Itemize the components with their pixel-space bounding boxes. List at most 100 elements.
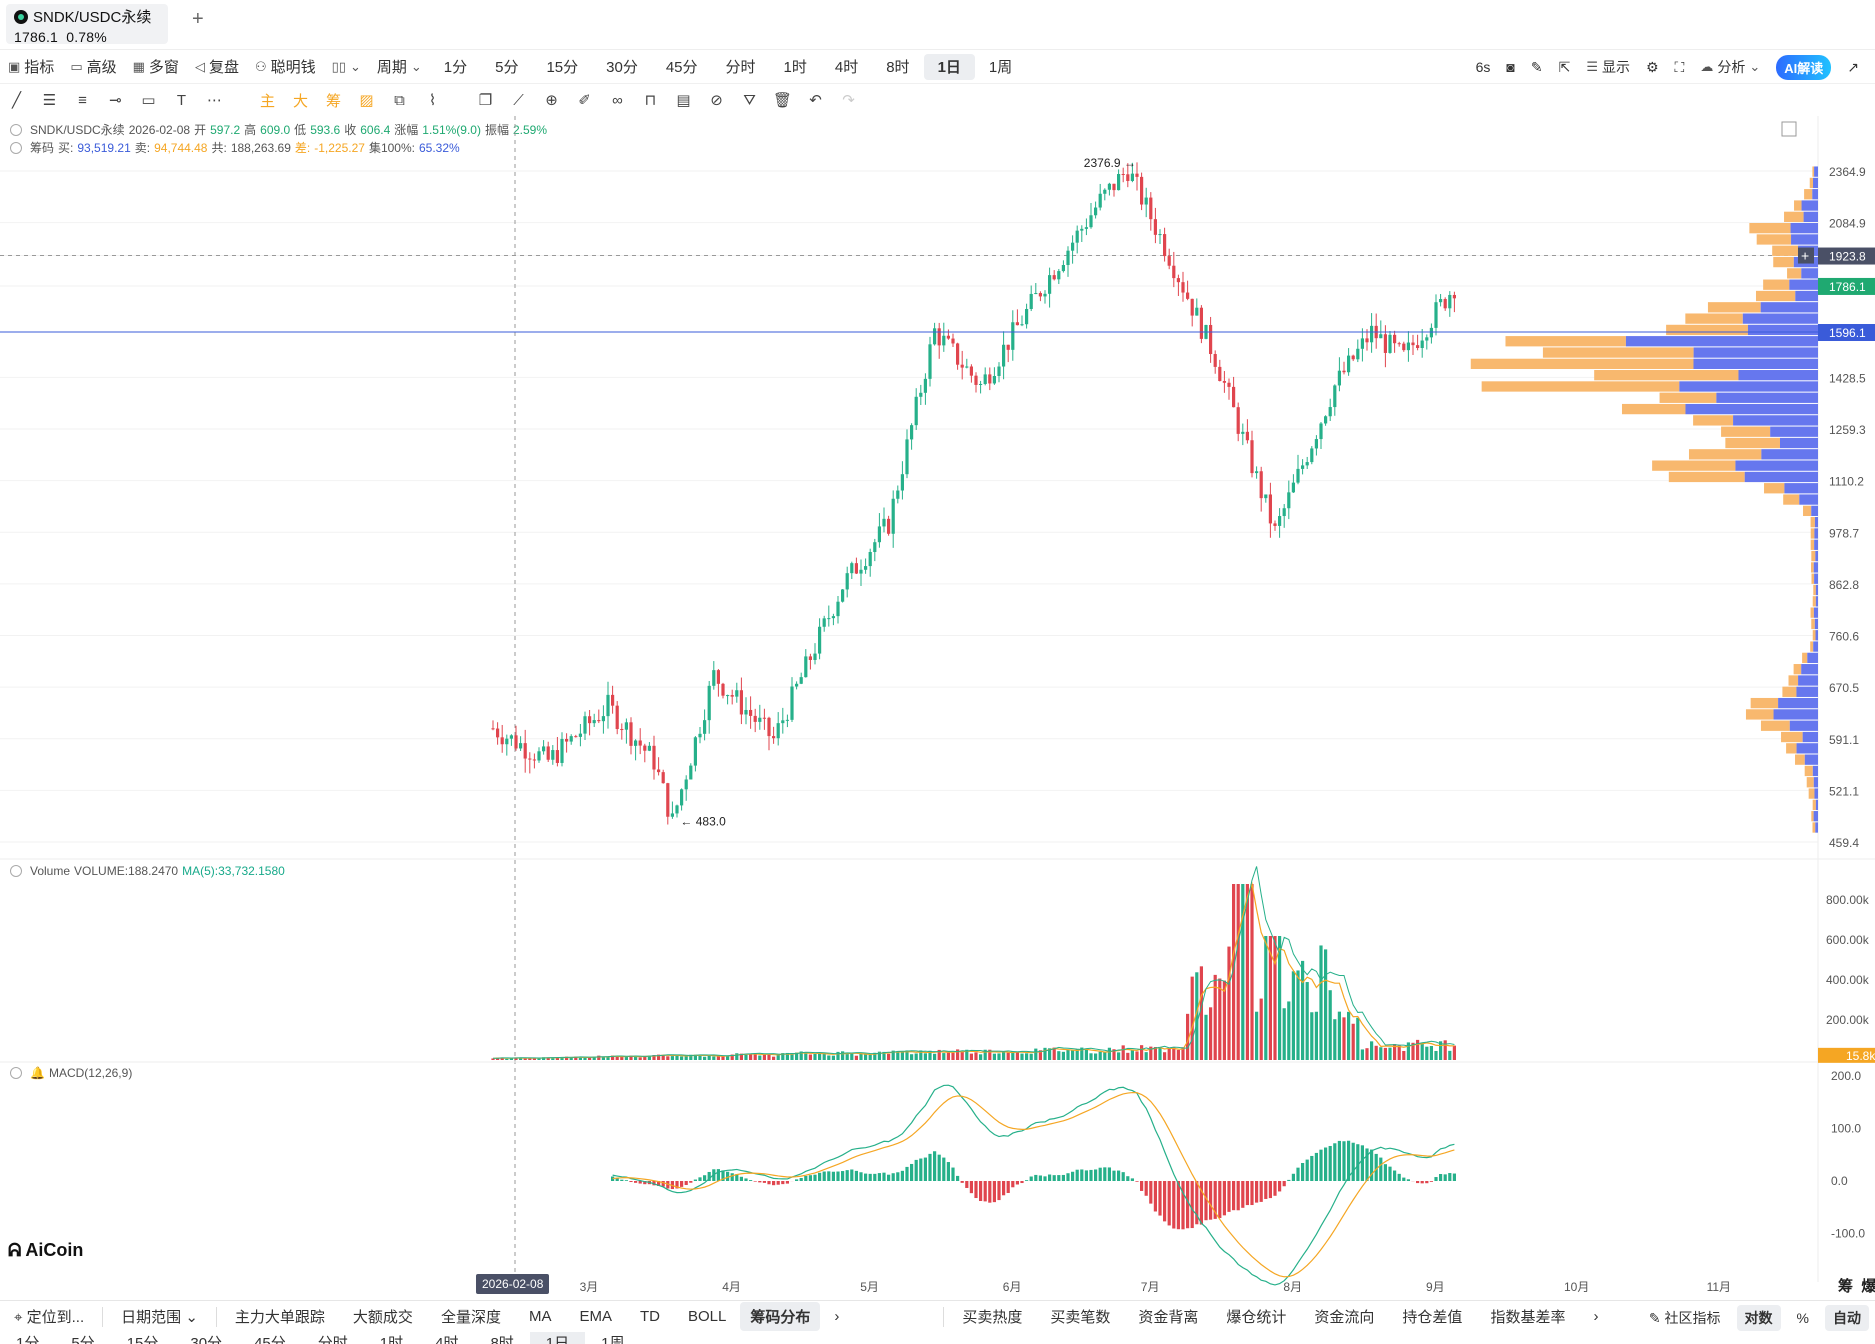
hide-icon[interactable]: ⊘ [710,92,723,109]
ruler-icon[interactable]: ⟋ [513,91,524,109]
ai-interpret-button[interactable]: AI解读 [1776,54,1832,80]
period-5m[interactable]: 5分 [495,59,519,76]
edit-icon[interactable]: ▤ [676,92,691,109]
replay-button[interactable]: ◁ 复盘 [194,58,239,77]
main-force-tool[interactable]: 主 [259,92,275,110]
bottom-period-item[interactable]: 8时 [490,1335,514,1344]
display-button[interactable]: ☰ 显示 [1586,59,1630,75]
trash-icon[interactable]: 🗑 [772,92,793,109]
collapse-icon[interactable] [10,865,22,877]
bottom-period-item[interactable]: 45分 [254,1335,286,1344]
period-dropdown[interactable]: 周期 ⌄ [376,58,422,77]
smart-money-button[interactable]: ⚇ 聪明钱 [254,58,316,77]
indicator-td[interactable]: TD [639,1308,660,1325]
period-1d[interactable]: 1日 [923,53,975,80]
period-1h[interactable]: 1时 [783,59,807,76]
indicator-ema[interactable]: EMA [579,1308,612,1325]
chevron-right-icon[interactable]: › [1593,1308,1599,1325]
bottom-period-item[interactable]: 1周 [601,1335,625,1344]
auto-scale-toggle[interactable]: 自动 [1825,1305,1869,1331]
redo-icon[interactable]: ↷ [842,92,855,109]
lock-icon[interactable]: ⊓ [644,92,657,109]
period-15m[interactable]: 15分 [546,59,579,76]
indicator-big-trades[interactable]: 大额成交 [352,1309,413,1326]
period-8h[interactable]: 8时 [886,59,910,76]
more-tool-icon[interactable]: ⋯ [207,92,222,109]
log-scale-toggle[interactable]: 对数 [1736,1305,1781,1331]
rect-tool-icon[interactable]: ▭ [141,92,156,109]
refresh-interval[interactable]: 6s [1475,59,1491,75]
bottom-period-item[interactable]: 1时 [379,1335,404,1344]
indicator-buy-sell-count[interactable]: 买卖笔数 [1050,1309,1111,1326]
trend-icon[interactable]: ↗ [1847,58,1859,75]
bottom-period-item[interactable]: 1日 [529,1332,586,1344]
indicator-boll[interactable]: BOLL [687,1308,727,1325]
chevron-right-icon[interactable]: › [834,1308,840,1325]
chips-chart-icon[interactable]: ▨ [359,92,374,109]
bottom-period-item[interactable]: 分时 [317,1335,348,1344]
collapse-icon[interactable] [10,1067,22,1079]
magnet-icon[interactable]: ∞ [612,91,623,109]
candle-body [500,737,504,745]
settings-icon[interactable]: ⚙ [1645,58,1659,75]
indicator-divergence[interactable]: 资金背离 [1138,1309,1199,1326]
big-order-tool[interactable]: 大 [292,92,308,110]
chart-type-dropdown[interactable]: ▯▯ ⌄ [324,54,369,80]
volume-bar [1098,1051,1102,1060]
channel-tool-icon[interactable]: ≡ [78,91,87,109]
fullscreen-icon[interactable]: ⛶ [1674,58,1685,75]
bell-icon[interactable]: 🔔 [30,1066,45,1080]
chips-tool[interactable]: 筹 [325,92,341,110]
paint-icon[interactable]: ✐ [578,92,591,109]
collapse-icon[interactable] [10,141,22,154]
undo-icon[interactable]: ↶ [809,92,822,109]
pencil-icon[interactable]: ✎ [1530,58,1543,75]
bottom-period-item[interactable]: 5分 [71,1335,95,1344]
bottom-period-item[interactable]: 4时 [435,1335,459,1344]
percent-toggle[interactable]: % [1796,1310,1809,1326]
hray-tool-icon[interactable]: ⊸ [109,92,122,109]
duplicate-icon[interactable]: ❐ [478,92,493,109]
zoom-icon[interactable]: ⊕ [545,92,558,109]
indicator-fund-flow[interactable]: 资金流向 [1314,1309,1375,1326]
indicator-chips[interactable]: 筹码分布 [740,1302,821,1331]
period-timeline[interactable]: 分时 [725,59,756,76]
chips-toggle[interactable]: 筹 [1838,1278,1854,1295]
text-tool-icon[interactable]: T [176,91,187,109]
bottom-period-item[interactable]: 15分 [126,1335,159,1344]
indicator-full-depth[interactable]: 全量深度 [440,1309,501,1326]
date-range-dropdown[interactable]: 日期范围 ⌄ [121,1309,198,1326]
collapse-icon[interactable] [10,123,22,136]
chip-sell-bar [1811,618,1815,630]
locate-button[interactable]: ⌖ 定位到... [14,1309,85,1326]
copy-tool-icon[interactable]: ⧉ [394,91,405,109]
indicator-basis[interactable]: 指数基差率 [1490,1309,1566,1326]
chart-canvas[interactable]: 2376.9 → ← 483.0 2364.9 2084.9 1923.8 1786.1… [0,116,1875,1298]
indicator-buy-sell-heat[interactable]: 买卖热度 [962,1309,1023,1326]
bottom-period-item[interactable]: 30分 [190,1335,223,1344]
period-4h[interactable]: 4时 [834,59,859,76]
line-tool-icon[interactable]: ╱ [11,92,22,109]
brush-tool-icon[interactable]: ⌇ [428,92,437,109]
analysis-dropdown[interactable]: ☁ 分析 ⌄ [1700,59,1761,75]
period-1w[interactable]: 1周 [988,59,1013,76]
bottom-period-item[interactable]: 1分 [16,1335,40,1344]
export-icon[interactable]: ⇱ [1558,58,1571,75]
indicators-button[interactable]: ▣ 指标 [8,58,55,77]
indicator-liquidation[interactable]: 爆仓统计 [1226,1309,1287,1326]
period-30m[interactable]: 30分 [606,59,638,76]
indicator-oi-diff[interactable]: 持仓差值 [1402,1309,1463,1326]
period-1m[interactable]: 1分 [443,59,468,76]
community-indicators[interactable]: ✎ 社区指标 [1648,1310,1721,1326]
symbol-tab[interactable]: SNDK/USDC永续 1786.1 0.78% [6,4,168,45]
indicator-ma[interactable]: MA [528,1308,552,1325]
period-45m[interactable]: 45分 [665,59,698,76]
filter-icon[interactable]: ⛛ [743,91,756,109]
camera-icon[interactable]: ◙ [1506,59,1515,75]
multi-window-button[interactable]: ▦ 多窗 [132,58,179,77]
indicator-main-force[interactable]: 主力大单跟踪 [234,1309,325,1326]
liquidation-toggle[interactable]: 爆 [1861,1278,1875,1295]
hlines-tool-icon[interactable]: ☰ [42,92,57,109]
advanced-button[interactable]: ▭ 高级 [70,58,117,77]
add-tab-button[interactable]: + [192,8,204,30]
